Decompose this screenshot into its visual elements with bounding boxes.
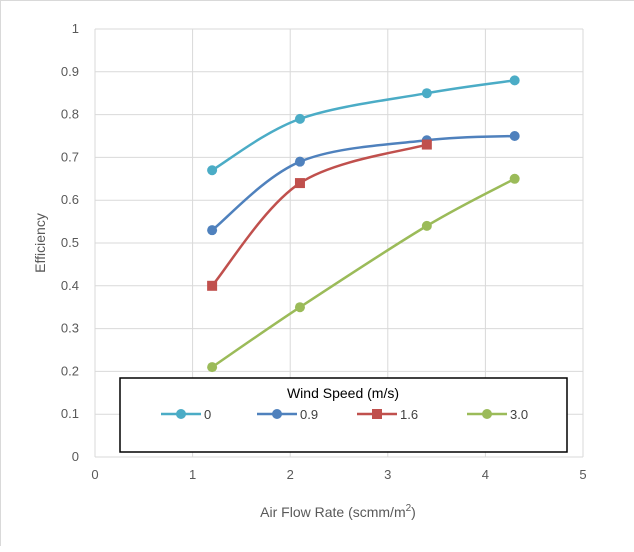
data-point bbox=[509, 173, 520, 184]
series-0-9 bbox=[207, 131, 520, 236]
y-tick-label: 0.4 bbox=[61, 278, 79, 293]
legend-marker bbox=[176, 409, 186, 419]
legend-label: 1.6 bbox=[400, 407, 418, 422]
legend-item: 0.9 bbox=[257, 407, 318, 422]
x-tick-label: 5 bbox=[579, 467, 586, 482]
y-tick-label: 0.1 bbox=[61, 406, 79, 421]
data-point bbox=[207, 225, 218, 236]
series-line bbox=[211, 134, 515, 232]
x-tick-label: 1 bbox=[189, 467, 196, 482]
axes: 0 0.1 0.2 0.3 0.4 0.5 0.6 0.7 0.8 0.9 1 0 1 2 3 4 5 bbox=[61, 21, 587, 482]
legend: Wind Speed (m/s) 0 0.9 1.6 3.0 bbox=[119, 377, 568, 453]
legend-label: 0 bbox=[204, 407, 211, 422]
data-point bbox=[294, 302, 305, 313]
legend-item: 3.0 bbox=[467, 407, 528, 422]
data-point bbox=[294, 113, 305, 124]
legend-item: 0 bbox=[161, 407, 211, 422]
series-0 bbox=[207, 75, 520, 176]
y-tick-label: 0.9 bbox=[61, 64, 79, 79]
data-point bbox=[294, 156, 305, 167]
data-point bbox=[207, 165, 218, 176]
x-tick-label: 0 bbox=[91, 467, 98, 482]
y-tick-label: 0.7 bbox=[61, 149, 79, 164]
y-tick-label: 0.6 bbox=[61, 192, 79, 207]
x-tick-label: 4 bbox=[482, 467, 489, 482]
x-axis-title-end: ) bbox=[411, 504, 416, 520]
x-tick-label: 2 bbox=[287, 467, 294, 482]
data-point bbox=[509, 131, 520, 141]
x-axis-title-superscript: 2 bbox=[406, 503, 412, 514]
series-line bbox=[211, 177, 516, 369]
data-point bbox=[421, 88, 432, 99]
legend-item: 1.6 bbox=[357, 407, 418, 422]
legend-label: 0.9 bbox=[300, 407, 318, 422]
y-tick-label: 0.3 bbox=[61, 321, 79, 336]
legend-marker bbox=[482, 409, 492, 419]
data-point bbox=[509, 75, 520, 86]
y-tick-label: 0.5 bbox=[61, 235, 79, 250]
legend-label: 3.0 bbox=[510, 407, 528, 422]
data-point bbox=[421, 139, 432, 150]
y-tick-label: 0.2 bbox=[61, 363, 79, 378]
legend-title: Wind Speed (m/s) bbox=[287, 385, 399, 401]
x-axis-title-text: Air Flow Rate (scmm/m bbox=[260, 504, 405, 520]
legend-marker bbox=[272, 409, 282, 419]
data-point bbox=[294, 178, 305, 189]
series-line bbox=[211, 143, 428, 287]
data-point bbox=[207, 280, 218, 291]
x-axis-title: Air Flow Rate (scmm/m2) bbox=[260, 503, 416, 520]
y-tick-label: 0.8 bbox=[61, 107, 79, 122]
x-tick-label: 3 bbox=[384, 467, 391, 482]
series-line bbox=[211, 79, 515, 172]
legend-marker bbox=[372, 409, 382, 419]
data-point bbox=[421, 220, 432, 231]
data-point bbox=[207, 362, 218, 373]
series-3-0 bbox=[207, 173, 520, 373]
y-axis-title: Efficiency bbox=[32, 213, 48, 273]
y-tick-label: 1 bbox=[72, 21, 79, 36]
y-tick-label: 0 bbox=[72, 449, 79, 464]
series-group bbox=[207, 75, 520, 373]
series-1-6 bbox=[207, 139, 432, 291]
